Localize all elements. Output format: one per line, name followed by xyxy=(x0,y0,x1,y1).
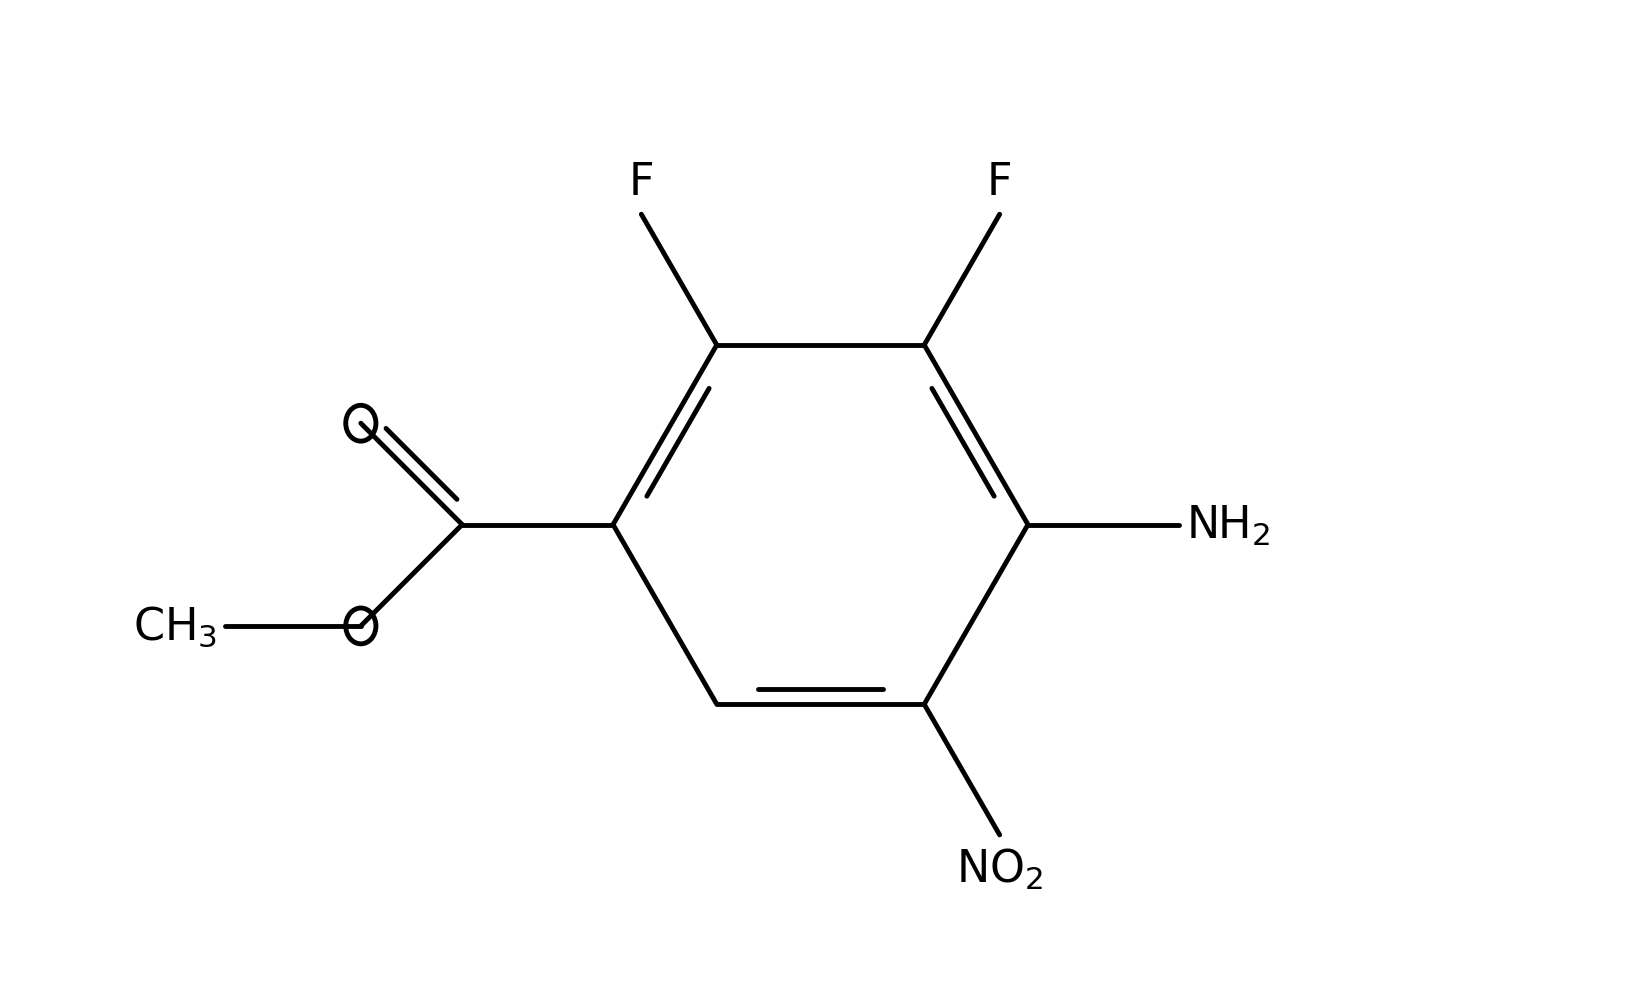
Text: CH$_3$: CH$_3$ xyxy=(133,604,218,649)
Text: NH$_2$: NH$_2$ xyxy=(1186,503,1270,547)
Text: F: F xyxy=(986,160,1012,204)
Ellipse shape xyxy=(346,406,376,441)
Text: NO$_2$: NO$_2$ xyxy=(957,847,1044,892)
Ellipse shape xyxy=(346,609,376,644)
Text: F: F xyxy=(629,160,655,204)
